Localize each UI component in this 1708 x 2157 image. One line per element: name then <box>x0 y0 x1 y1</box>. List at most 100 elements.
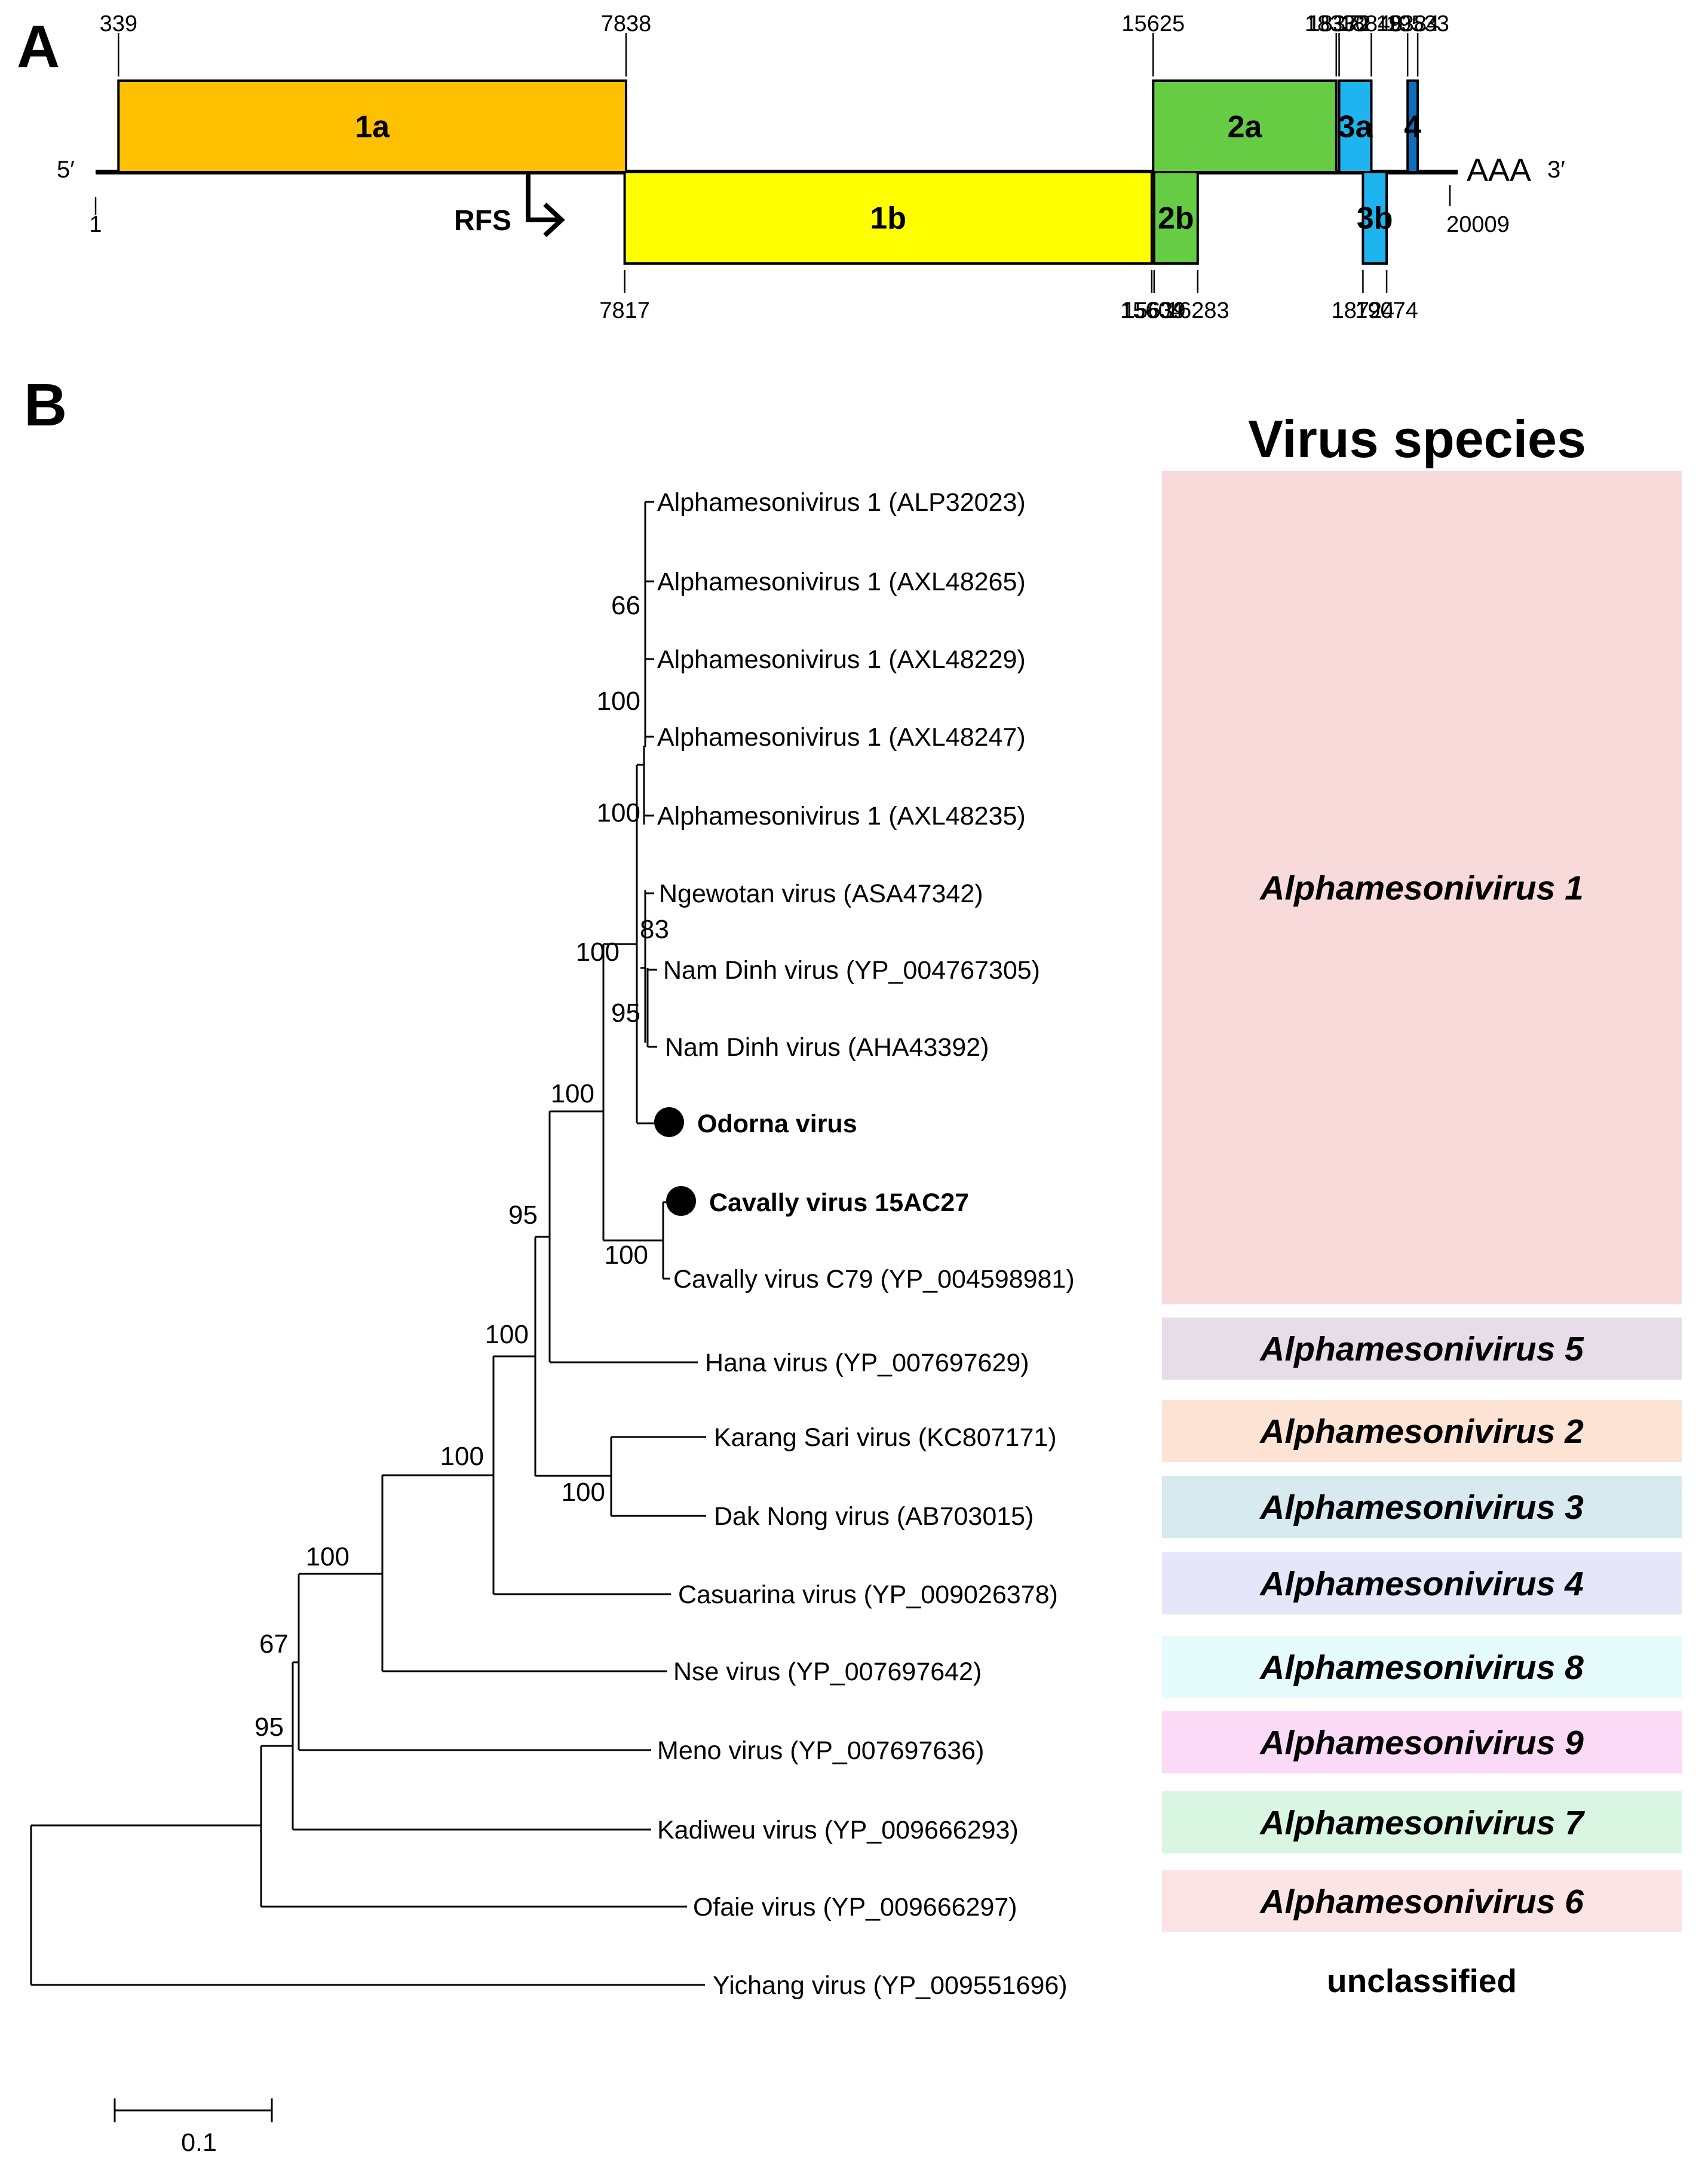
species-label: Alphamesonivirus 1 <box>1259 869 1584 908</box>
bootstrap-value: 83 <box>640 915 669 944</box>
leaf-label: Odorna virus <box>697 1110 857 1138</box>
leaf-label: Nse virus (YP_007697642) <box>673 1657 982 1686</box>
species-label: Alphamesonivirus 2 <box>1259 1413 1584 1451</box>
orf-label-2b: 2b <box>1158 201 1194 236</box>
orf-box-1a <box>117 79 627 173</box>
rfs-arrow <box>526 173 559 222</box>
leaf-label: Nam Dinh virus (YP_004767305) <box>663 956 1040 985</box>
leaf-label: Ngewotan virus (ASA47342) <box>659 880 983 908</box>
leaf-label: Hana virus (YP_007697629) <box>705 1349 1029 1377</box>
three-prime-label: 3′ <box>1547 157 1565 183</box>
species-header: Virus species <box>1248 409 1586 468</box>
leaf-labels: Alphamesonivirus 1 (ALP32023) Alphamesoni… <box>654 488 1075 2000</box>
bootstrap-value: 100 <box>605 1240 648 1270</box>
species-label: Alphamesonivirus 6 <box>1259 1883 1584 1921</box>
bootstrap-value: 100 <box>440 1442 484 1471</box>
orf-1a-end-label: 7838 <box>601 11 652 36</box>
scale-label: 0.1 <box>181 2128 217 2157</box>
bootstrap-value: 95 <box>254 1712 284 1742</box>
bootstrap-value: 100 <box>597 798 640 828</box>
leaf-label: Kadiweu virus (YP_009666293) <box>657 1816 1019 1845</box>
orf-box-3b <box>1362 171 1388 265</box>
species-column: Alphamesonivirus 1 Alphamesonivirus 5 Alph… <box>1162 471 1682 2011</box>
rfs-label: RFS <box>454 205 511 237</box>
genome-start-label: 1 <box>89 212 102 237</box>
leaf-label: Dak Nong virus (AB703015) <box>714 1502 1034 1531</box>
rfs-arrow-head <box>543 203 565 237</box>
orf-3a-start-label: 18372 <box>1308 11 1371 36</box>
leaf-label: Alphamesonivirus 1 (ALP32023) <box>657 488 1026 517</box>
bootstrap-value: 95 <box>508 1200 538 1230</box>
bootstrap-value: 100 <box>485 1320 529 1349</box>
bootstrap-value: 100 <box>306 1542 349 1571</box>
orf-3a-end-label: 18848 <box>1340 11 1403 36</box>
species-label: Alphamesonivirus 4 <box>1259 1565 1584 1603</box>
leaf-label: Yichang virus (YP_009551696) <box>713 1971 1068 2000</box>
leaf-label: Alphamesonivirus 1 (AXL48235) <box>657 802 1026 831</box>
orf-box-2a <box>1152 79 1338 173</box>
orf-box-4 <box>1406 79 1419 173</box>
bootstrap-value: 66 <box>611 591 640 620</box>
orf-1b-start-label: 7817 <box>599 298 650 323</box>
orf-label-4: 4 <box>1404 110 1421 145</box>
orf-2b-start-label: 15639 <box>1123 298 1186 323</box>
leaf-label: Cavally virus 15AC27 <box>709 1188 969 1217</box>
leaf-label: Ofaie virus (YP_009666297) <box>693 1893 1017 1922</box>
leaf-label: Alphamesonivirus 1 (AXL48265) <box>657 568 1026 596</box>
orf-2a-start-label: 15625 <box>1121 11 1185 36</box>
orf-label-2a: 2a <box>1228 110 1263 145</box>
panel-a-label: A <box>17 13 60 80</box>
leaf-label: Nam Dinh virus (AHA43392) <box>665 1033 989 1062</box>
orf-2b-end-label: 16283 <box>1166 298 1229 323</box>
orf-box-1b <box>623 171 1153 265</box>
phylogenetic-tree: Alphamesonivirus 1 (ALP32023) Alphamesoni… <box>30 488 1075 2000</box>
bootstrap-value: 100 <box>551 1079 594 1108</box>
orf-label-1b: 1b <box>870 201 906 236</box>
genome-end-label: 20009 <box>1446 212 1510 237</box>
species-box <box>1162 1400 1682 1462</box>
leaf-label: Meno virus (YP_007697636) <box>657 1736 984 1765</box>
orf-3b-end-label: 19074 <box>1355 298 1418 323</box>
leaf-label: Alphamesonivirus 1 (AXL48247) <box>657 723 1026 752</box>
leaf-label: Karang Sari virus (KC807171) <box>714 1423 1057 1452</box>
leaf-label: Cavally virus C79 (YP_004598981) <box>673 1265 1075 1294</box>
species-box <box>1162 1791 1682 1853</box>
bootstrap-labels: 66 100 100 83 100 95 100 100 95 100 100 100 100 67 95 <box>254 591 669 1742</box>
species-label: Alphamesonivirus 8 <box>1259 1649 1584 1687</box>
orf-1a-start-label: 339 <box>100 11 137 36</box>
species-box <box>1162 1476 1682 1538</box>
orf-box-3a <box>1338 79 1373 173</box>
orf-3b-start-label: 18724 <box>1332 298 1395 323</box>
panel-b-label: B <box>24 372 67 439</box>
new-virus-marker <box>666 1186 696 1216</box>
species-box <box>1162 1318 1682 1380</box>
bootstrap-value: 100 <box>597 687 640 716</box>
bootstrap-value: 100 <box>562 1478 605 1507</box>
species-label: Alphamesonivirus 3 <box>1259 1488 1584 1527</box>
orf-4-end-label: 19533 <box>1386 11 1449 36</box>
species-box <box>1162 1949 1682 2011</box>
orf-2a-end-label: 18330 <box>1305 11 1368 36</box>
species-label: Alphamesonivirus 7 <box>1259 1804 1585 1842</box>
bootstrap-value: 67 <box>259 1629 289 1659</box>
species-box <box>1162 1711 1682 1773</box>
new-virus-marker <box>654 1107 684 1137</box>
leaf-label: Casuarina virus (YP_009026378) <box>678 1580 1058 1609</box>
orf-1b-end-label: 15604 <box>1120 298 1183 323</box>
orf-4-start-label: 19384 <box>1376 11 1439 36</box>
species-label: Alphamesonivirus 9 <box>1259 1724 1584 1762</box>
orf-label-1a: 1a <box>355 110 390 145</box>
genome-map: 5′ AAA 3′ 1 20009 1a 339 7838 1b 7817 15604 2a… <box>57 11 1565 323</box>
five-prime-label: 5′ <box>57 157 75 183</box>
species-box <box>1162 1552 1682 1614</box>
orf-label-3a: 3a <box>1338 110 1373 145</box>
bootstrap-value: 95 <box>611 998 640 1028</box>
leaf-label: Alphamesonivirus 1 (AXL48229) <box>657 645 1026 674</box>
species-box <box>1162 1870 1682 1932</box>
scale-bar: 0.1 <box>114 2098 273 2157</box>
poly-a-label: AAA <box>1467 152 1531 188</box>
species-box <box>1162 471 1682 1304</box>
species-label: Alphamesonivirus 5 <box>1259 1330 1584 1368</box>
